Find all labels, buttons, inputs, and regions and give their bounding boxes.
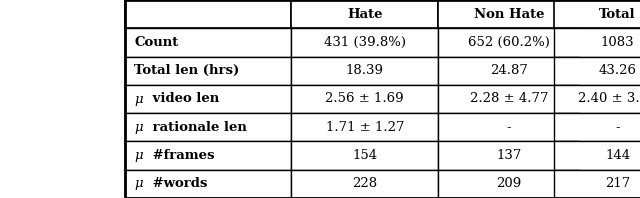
Text: rationale len: rationale len bbox=[148, 121, 247, 134]
Text: 431 (39.8%): 431 (39.8%) bbox=[324, 36, 406, 49]
Text: 2.28 ± 4.77: 2.28 ± 4.77 bbox=[470, 92, 548, 106]
Bar bbox=[291, 28, 438, 57]
Text: μ: μ bbox=[134, 149, 143, 162]
Text: 2.56 ± 1.69: 2.56 ± 1.69 bbox=[326, 92, 404, 106]
Bar bbox=[554, 0, 640, 28]
Bar bbox=[554, 28, 640, 57]
Text: -: - bbox=[615, 121, 620, 134]
Bar bbox=[438, 113, 579, 141]
Text: 43.26: 43.26 bbox=[598, 64, 637, 77]
Bar bbox=[554, 85, 640, 113]
Bar bbox=[125, 113, 291, 141]
Text: #words: #words bbox=[148, 177, 208, 190]
Text: 217: 217 bbox=[605, 177, 630, 190]
Text: 24.87: 24.87 bbox=[490, 64, 528, 77]
Bar bbox=[291, 85, 438, 113]
Bar bbox=[438, 0, 579, 28]
Text: 1.71 ± 1.27: 1.71 ± 1.27 bbox=[326, 121, 404, 134]
Text: 2.40 ± 3.86: 2.40 ± 3.86 bbox=[579, 92, 640, 106]
Bar bbox=[125, 28, 291, 57]
Bar bbox=[125, 57, 291, 85]
Text: Non Hate: Non Hate bbox=[474, 8, 544, 21]
Text: 137: 137 bbox=[496, 149, 522, 162]
Bar bbox=[438, 170, 579, 198]
Bar bbox=[438, 141, 579, 170]
Bar bbox=[438, 28, 579, 57]
Text: Hate: Hate bbox=[347, 8, 383, 21]
Text: μ: μ bbox=[134, 121, 143, 134]
Bar bbox=[554, 113, 640, 141]
Bar bbox=[554, 141, 640, 170]
Bar bbox=[291, 0, 438, 28]
Text: 652 (60.2%): 652 (60.2%) bbox=[468, 36, 550, 49]
Text: μ: μ bbox=[134, 92, 143, 106]
Bar bbox=[291, 141, 438, 170]
Bar bbox=[125, 170, 291, 198]
Text: 209: 209 bbox=[496, 177, 522, 190]
Text: Count: Count bbox=[134, 36, 179, 49]
Bar bbox=[438, 85, 579, 113]
Text: 1083: 1083 bbox=[601, 36, 634, 49]
Bar bbox=[438, 57, 579, 85]
Text: μ: μ bbox=[134, 177, 143, 190]
Bar bbox=[554, 57, 640, 85]
Bar bbox=[125, 85, 291, 113]
Text: Total: Total bbox=[599, 8, 636, 21]
Text: Total len (hrs): Total len (hrs) bbox=[134, 64, 239, 77]
Text: 228: 228 bbox=[352, 177, 378, 190]
Text: -: - bbox=[506, 121, 511, 134]
Text: 18.39: 18.39 bbox=[346, 64, 384, 77]
Text: #frames: #frames bbox=[148, 149, 215, 162]
Bar bbox=[291, 113, 438, 141]
Bar bbox=[291, 57, 438, 85]
Text: 154: 154 bbox=[352, 149, 378, 162]
Text: video len: video len bbox=[148, 92, 220, 106]
Bar bbox=[125, 0, 291, 28]
Bar bbox=[291, 170, 438, 198]
Text: 144: 144 bbox=[605, 149, 630, 162]
Bar bbox=[554, 170, 640, 198]
Bar bbox=[125, 141, 291, 170]
